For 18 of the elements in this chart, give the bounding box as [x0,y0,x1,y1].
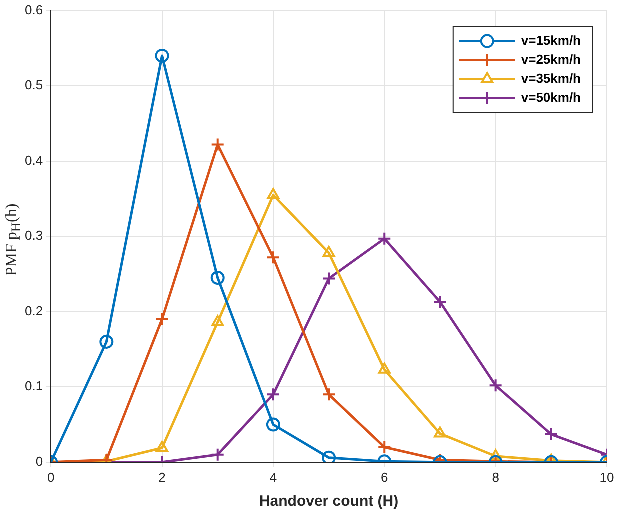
x-tick-label: 8 [492,470,500,485]
x-tick-label: 4 [270,470,278,485]
legend-label: v=15km/h [521,32,582,48]
legend-label: v=50km/h [521,90,582,105]
y-tick-label: 0.3 [24,228,44,244]
y-tick-label: 0.6 [24,2,44,18]
y-tick-label: 0.4 [24,152,44,168]
legend-label: v=25km/h [521,52,582,67]
y-tick-label: 0.1 [24,378,44,394]
legend-label: v=35km/h [521,70,582,86]
y-tick-label: 0.2 [24,303,44,318]
x-tick-label: 6 [381,470,388,485]
x-tick-label: 0 [47,470,55,485]
y-tick-label: 0 [36,454,44,469]
x-axis-title: Handover count (H) [259,493,399,510]
x-tick-label: 2 [158,470,166,485]
y-tick-label: 0.5 [24,78,44,93]
x-tick-label: 10 [600,470,614,485]
